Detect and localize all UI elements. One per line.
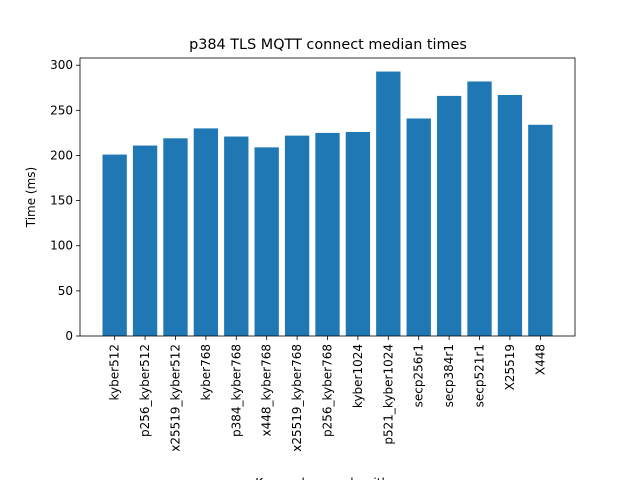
x-axis-label: Key exchange algorithm [255, 476, 401, 480]
bar [163, 138, 188, 336]
chart-title: p384 TLS MQTT connect median times [189, 37, 467, 53]
y-tick-label: 200 [50, 148, 73, 162]
x-tick-label: secp256r1 [412, 344, 426, 407]
y-tick-label: 0 [65, 329, 73, 343]
plot-frame [79, 57, 576, 337]
x-tick-label: X448 [533, 344, 547, 375]
y-tick-label: 150 [50, 194, 73, 208]
bar [376, 71, 401, 336]
bar [345, 132, 371, 336]
y-tick-label: 300 [50, 58, 73, 72]
bar [436, 95, 462, 336]
x-tick-label: X25519 [503, 344, 517, 390]
y-axis-label: Time (ms) [24, 167, 38, 229]
x-tick-label: kyber512 [108, 344, 122, 400]
bar [254, 147, 279, 336]
bar [224, 136, 249, 336]
bar [102, 154, 127, 336]
x-tick-label: p256_kyber512 [138, 344, 152, 437]
x-tick-label: x25519_kyber768 [290, 344, 304, 452]
y-tick-label: 100 [50, 239, 73, 253]
bar [315, 132, 340, 336]
x-tick-label: secp384r1 [442, 344, 456, 407]
bar [132, 145, 158, 336]
x-tick-label: x448_kyber768 [260, 344, 274, 436]
x-tick-label: p521_kyber1024 [381, 344, 395, 445]
bar [467, 81, 492, 336]
x-tick-label: secp521r1 [473, 344, 487, 407]
x-tick-label: p256_kyber768 [321, 344, 335, 437]
bar [528, 124, 553, 336]
bar [284, 135, 310, 336]
y-tick-label: 50 [58, 284, 73, 298]
bar [193, 128, 219, 336]
x-tick-label: kyber768 [199, 344, 213, 400]
bar [406, 118, 431, 336]
bar [497, 95, 523, 336]
x-tick-label: x25519_kyber512 [168, 344, 182, 452]
x-tick-label: p384_kyber768 [229, 344, 243, 437]
y-tick-label: 250 [50, 103, 73, 117]
x-tick-label: kyber1024 [351, 344, 365, 408]
